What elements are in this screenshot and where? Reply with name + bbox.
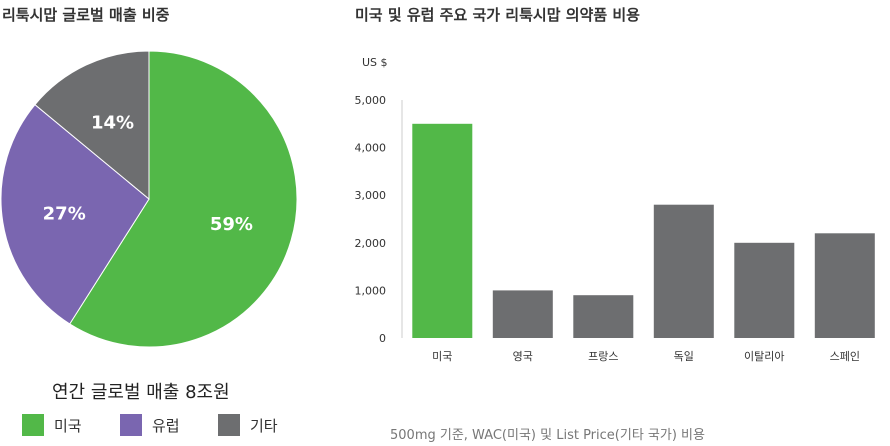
x-tick-label-3: 독일 (674, 349, 694, 363)
pie-slice-label-2: 14% (91, 112, 134, 133)
pie-slice-label-0: 59% (210, 214, 253, 235)
x-tick-label-1: 영국 (513, 350, 533, 363)
pie-slice-2 (34, 50, 150, 201)
pie-chart-title: 리툭시맙 글로벌 매출 비중 (2, 6, 170, 24)
legend-swatch-us (22, 414, 44, 436)
legend-swatch-other (218, 414, 240, 436)
pie-slice-label-1: 27% (43, 203, 86, 224)
y-tick-label-1: 1,000 (355, 284, 387, 297)
legend-label-us: 미국 (54, 416, 82, 435)
bar-3 (653, 204, 714, 338)
x-tick-label-5: 스페인 (830, 350, 860, 363)
total-sales-text: 연간 글로벌 매출 8조원 (52, 382, 230, 403)
pie-slice-0 (69, 50, 298, 348)
y-tick-label-5: 5,000 (355, 94, 387, 107)
bar-chart-title: 미국 및 유럽 주요 국가 리툭시맙 의약품 비용 (355, 6, 640, 24)
x-tick-label-4: 이탈리아 (744, 350, 784, 363)
bar-4 (734, 242, 795, 338)
bar-2 (573, 295, 634, 338)
y-tick-label-3: 3,000 (355, 189, 387, 202)
bar-5 (814, 233, 875, 338)
legend-swatch-europe (120, 414, 142, 436)
bar-chart: US $ 0 1,000 2,000 3,000 4,000 5,000 미국 영국 프랑스 독일 이… (355, 56, 875, 363)
y-axis-unit-label: US $ (362, 56, 388, 69)
legend-item-other: 기타 (218, 414, 278, 436)
pie-chart: 59% 27% 14% (0, 50, 298, 348)
legend-item-us: 미국 (22, 414, 82, 436)
y-tick-label-0: 0 (379, 332, 386, 345)
pie-slice-1 (0, 103, 150, 325)
bar-0 (412, 123, 473, 338)
y-tick-label-4: 4,000 (355, 142, 387, 155)
x-tick-label-2: 프랑스 (588, 350, 618, 363)
y-tick-label-2: 2,000 (355, 237, 387, 250)
legend-label-europe: 유럽 (152, 416, 180, 435)
bar-1 (492, 290, 553, 338)
x-tick-label-0: 미국 (432, 350, 452, 363)
footnote: 500mg 기준, WAC(미국) 및 List Price(기타 국가) 비용 (390, 428, 705, 443)
legend-label-other: 기타 (250, 416, 278, 435)
legend-item-europe: 유럽 (120, 414, 180, 436)
